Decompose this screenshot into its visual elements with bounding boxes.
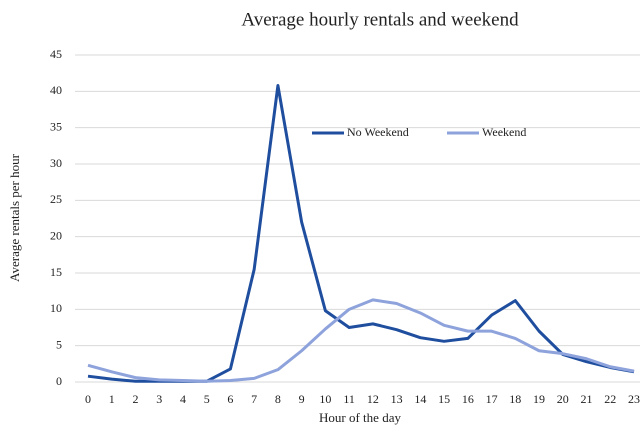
x-tick-label: 3 <box>156 392 162 406</box>
series-line <box>87 298 635 383</box>
y-tick-label: 5 <box>56 337 62 351</box>
x-tick-label: 13 <box>391 392 403 406</box>
y-tick-label: 15 <box>50 265 62 279</box>
y-tick-label: 40 <box>50 83 62 97</box>
x-tick-label: 14 <box>414 392 426 406</box>
x-tick-label: 16 <box>462 392 474 406</box>
x-tick-label: 23 <box>628 392 640 406</box>
chart-title: Average hourly rentals and weekend <box>241 9 519 30</box>
x-tick-label: 20 <box>557 392 569 406</box>
x-tick-label: 5 <box>204 392 210 406</box>
y-tick-label: 20 <box>50 228 62 242</box>
x-tick-label: 11 <box>343 392 355 406</box>
x-tick-label: 10 <box>319 392 331 406</box>
x-tick-label: 4 <box>180 392 186 406</box>
x-tick-label: 7 <box>251 392 257 406</box>
x-tick-label: 15 <box>438 392 450 406</box>
x-tick-label: 2 <box>132 392 138 406</box>
x-tick-label: 12 <box>367 392 379 406</box>
x-tick-label: 19 <box>533 392 545 406</box>
x-tick-label: 6 <box>227 392 233 406</box>
x-tick-label: 8 <box>275 392 281 406</box>
y-tick-label: 45 <box>50 47 62 61</box>
legend-label: Weekend <box>482 125 526 139</box>
x-tick-label: 17 <box>486 392 498 406</box>
x-tick-label: 9 <box>299 392 305 406</box>
legend-label: No Weekend <box>347 125 409 139</box>
y-tick-label: 0 <box>56 374 62 388</box>
x-tick-label: 18 <box>509 392 521 406</box>
y-tick-label: 25 <box>50 192 62 206</box>
x-axis-label: Hour of the day <box>319 410 401 425</box>
x-tick-label: 1 <box>109 392 115 406</box>
y-tick-label: 10 <box>50 301 62 315</box>
y-tick-label: 30 <box>50 156 62 170</box>
x-tick-label: 0 <box>85 392 91 406</box>
x-tick-label: 22 <box>604 392 616 406</box>
y-tick-label: 35 <box>50 119 62 133</box>
x-tick-label: 21 <box>581 392 593 406</box>
y-axis-label: Average rentals per hour <box>7 153 22 282</box>
